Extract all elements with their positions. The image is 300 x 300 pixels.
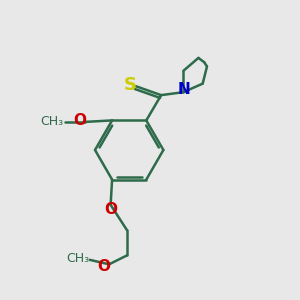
Text: CH₃: CH₃	[66, 252, 89, 265]
Text: S: S	[124, 76, 137, 94]
Text: O: O	[74, 113, 86, 128]
Text: CH₃: CH₃	[40, 115, 64, 128]
Text: O: O	[97, 259, 110, 274]
Text: N: N	[178, 82, 190, 97]
Text: O: O	[104, 202, 117, 217]
